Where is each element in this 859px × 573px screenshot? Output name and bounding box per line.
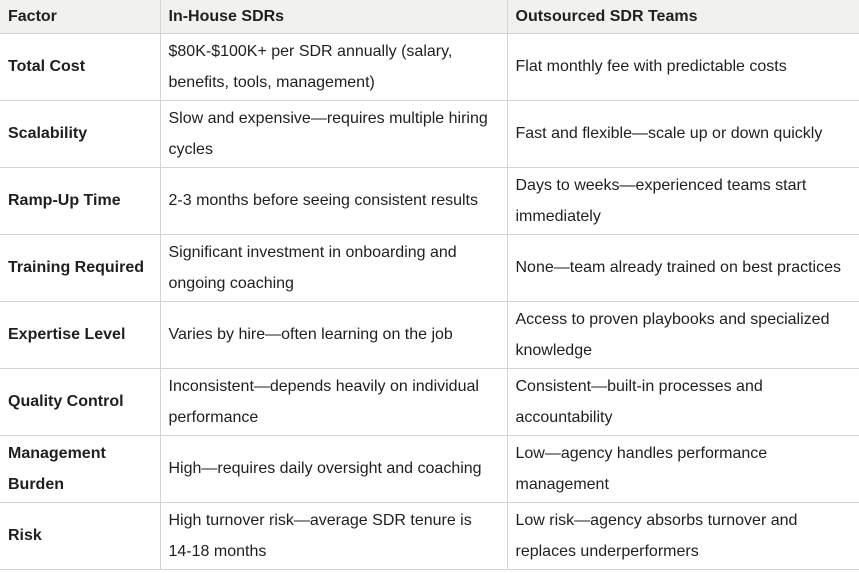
table-row: Expertise Level Varies by hire—often lear… <box>0 301 859 369</box>
factor-cell: Expertise Level <box>0 301 161 369</box>
table-cell: None—team already trained on best practi… <box>506 234 859 302</box>
table-cell: Low risk—agency absorbs turnover and rep… <box>506 502 859 570</box>
table-cell: Varies by hire—often learning on the job <box>159 301 508 369</box>
table-cell: High—requires daily oversight and coachi… <box>159 435 508 503</box>
table-row: Management Burden High—requires daily ove… <box>0 435 859 503</box>
table-cell: High turnover risk—average SDR tenure is… <box>159 502 508 570</box>
factor-cell: Risk <box>0 502 161 570</box>
table-cell: Slow and expensive—requires multiple hir… <box>159 100 508 168</box>
table-cell: Inconsistent—depends heavily on individu… <box>159 368 508 436</box>
factor-cell: Quality Control <box>0 368 161 436</box>
header-cell: In-House SDRs <box>159 0 508 34</box>
header-row: Factor In-House SDRs Outsourced SDR Teams <box>0 0 859 34</box>
table-cell: Fast and flexible—scale up or down quick… <box>506 100 859 168</box>
table-cell: Low—agency handles performance managemen… <box>506 435 859 503</box>
factor-cell: Total Cost <box>0 33 161 101</box>
factor-cell: Scalability <box>0 100 161 168</box>
header-cell: Outsourced SDR Teams <box>506 0 859 34</box>
table-row: Total Cost $80K-$100K+ per SDR annually (… <box>0 33 859 101</box>
table-cell: Consistent—built-in processes and accoun… <box>506 368 859 436</box>
factor-cell: Ramp-Up Time <box>0 167 161 235</box>
table-row: Quality Control Inconsistent—depends heav… <box>0 368 859 436</box>
table-cell: Significant investment in onboarding and… <box>159 234 508 302</box>
factor-cell: Management Burden <box>0 435 161 503</box>
table-cell: Flat monthly fee with predictable costs <box>506 33 859 101</box>
table-row: Scalability Slow and expensive—requires m… <box>0 100 859 168</box>
table-cell: 2-3 months before seeing consistent resu… <box>159 167 508 235</box>
table-row: Risk High turnover risk—average SDR tenur… <box>0 502 859 570</box>
table-row: Ramp-Up Time 2-3 months before seeing con… <box>0 167 859 235</box>
table-cell: $80K-$100K+ per SDR annually (salary, be… <box>159 33 508 101</box>
header-cell: Factor <box>0 0 161 34</box>
table-row: Training Required Significant investment … <box>0 234 859 302</box>
factor-cell: Training Required <box>0 234 161 302</box>
table-cell: Access to proven playbooks and specializ… <box>506 301 859 369</box>
table-cell: Days to weeks—experienced teams start im… <box>506 167 859 235</box>
